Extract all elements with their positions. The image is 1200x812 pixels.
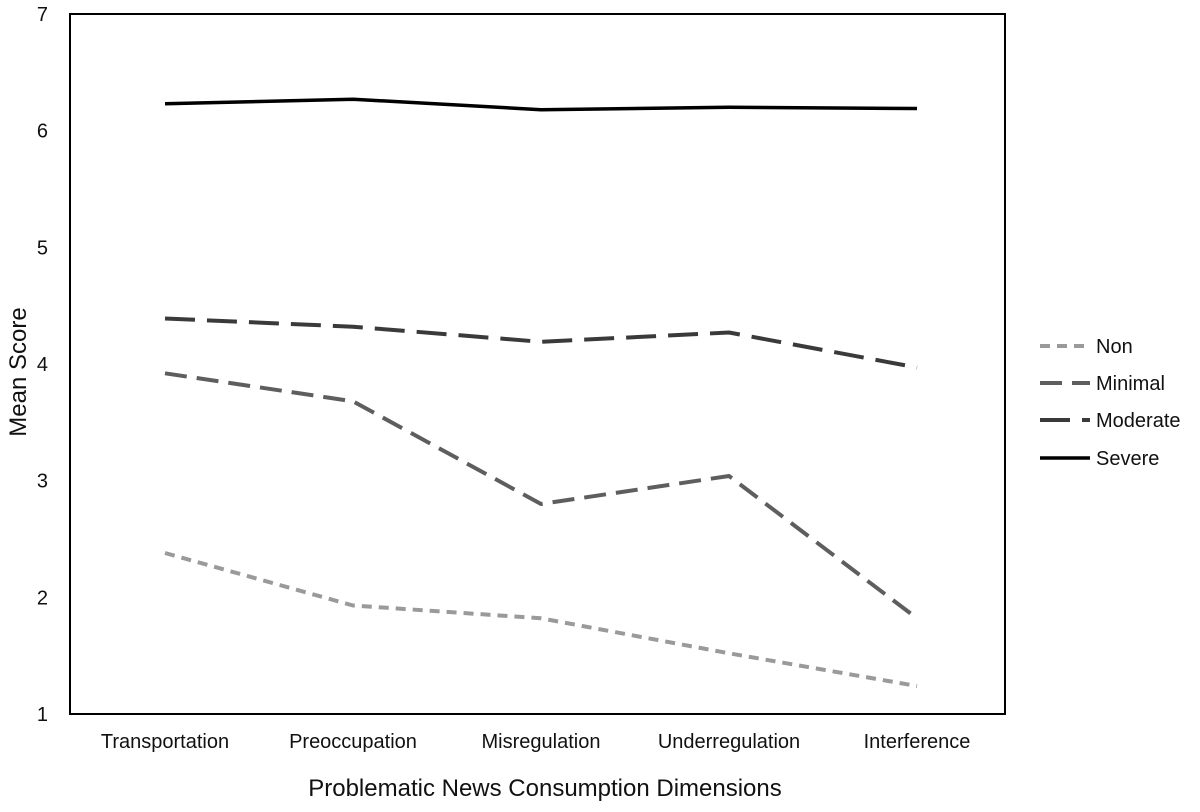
y-tick-label: 5 [37,237,48,259]
y-tick-label: 3 [37,471,48,493]
series-lines [164,97,919,688]
y-tick-label: 2 [37,587,48,609]
legend: Non Minimal Moderate Severe [1040,336,1181,470]
y-tick-label: 4 [37,354,48,376]
y-axis-ticks: 1 2 3 4 5 6 7 [37,4,48,726]
y-tick-label: 6 [37,121,48,143]
x-axis-ticks: Transportation Preoccupation Misregulation… [101,731,970,753]
legend-label-minimal: Minimal [1096,373,1165,395]
legend-label-non: Non [1096,336,1133,358]
legend-label-moderate: Moderate [1096,410,1181,432]
x-axis-title: Problematic News Consumption Dimensions [308,775,782,802]
x-tick-label: Transportation [101,731,229,753]
y-tick-label: 7 [37,4,48,26]
y-axis-title: Mean Score [5,307,32,436]
plot-area [69,13,1006,715]
y-tick-label: 1 [37,704,48,726]
legend-label-severe: Severe [1096,448,1159,470]
x-tick-label: Preoccupation [289,731,417,753]
x-tick-label: Underregulation [658,731,800,753]
x-tick-label: Interference [864,731,971,753]
x-tick-label: Misregulation [482,731,601,753]
